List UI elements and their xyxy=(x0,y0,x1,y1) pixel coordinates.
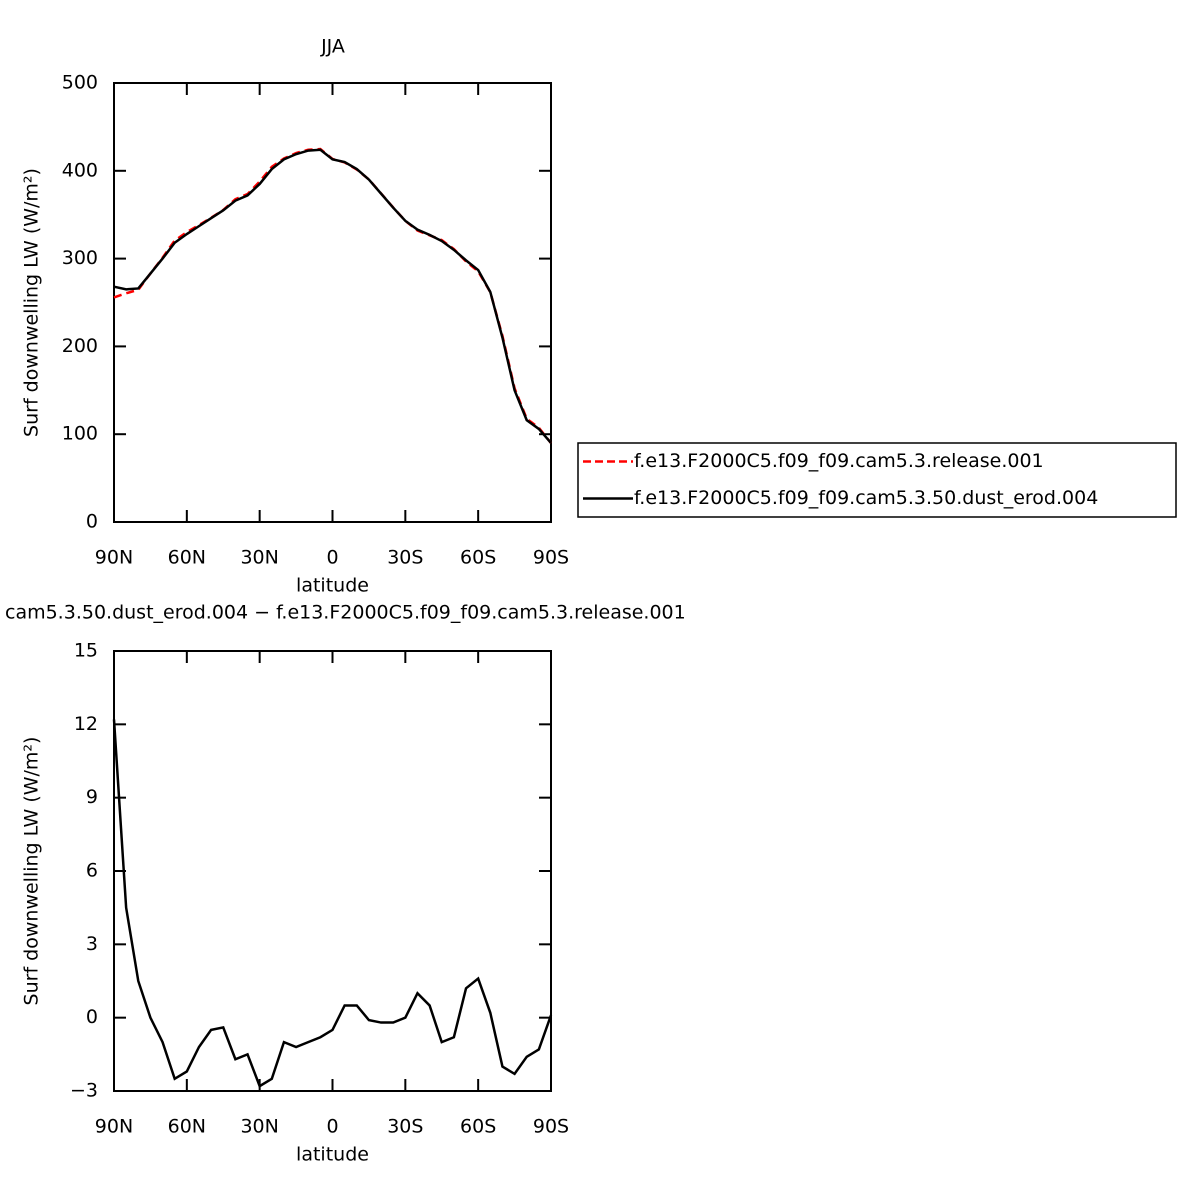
x-tick-label: 30N xyxy=(240,1116,278,1138)
x-tick-label: 60N xyxy=(168,547,206,569)
x-tick-label: 30S xyxy=(387,547,423,569)
y-tick-label: 12 xyxy=(74,713,98,735)
x-tick-label: 60S xyxy=(460,547,496,569)
plot-frame xyxy=(113,82,552,523)
x-tick-label: 30S xyxy=(387,1116,423,1138)
y-tick-label: 500 xyxy=(62,72,98,94)
x-tick-label: 90N xyxy=(95,1116,133,1138)
y-tick-label: 200 xyxy=(62,335,98,357)
x-tick-label: 90S xyxy=(533,1116,569,1138)
legend-label: f.e13.F2000C5.f09_f09.cam5.3.release.001 xyxy=(634,450,1044,472)
y-tick-label: 3 xyxy=(86,933,98,955)
y-tick-label: 100 xyxy=(62,423,98,445)
y-axis-label: Surf downwelling LW (W/m²) xyxy=(21,168,43,437)
x-tick-label: 0 xyxy=(326,1116,338,1138)
data-line xyxy=(112,719,553,1088)
chart-title: cam5.3.50.dust_erod.004 − f.e13.F2000C5.… xyxy=(5,602,686,624)
x-axis-label: latitude xyxy=(296,1144,369,1166)
x-tick-label: 60S xyxy=(460,1116,496,1138)
y-tick-label: −3 xyxy=(70,1080,98,1102)
data-line xyxy=(113,148,552,444)
y-tick-label: 15 xyxy=(74,640,98,662)
x-tick-label: 30N xyxy=(240,547,278,569)
y-tick-label: 400 xyxy=(62,159,98,181)
chart-title: JJA xyxy=(320,36,345,58)
x-tick-label: 0 xyxy=(326,547,338,569)
x-tick-label: 90S xyxy=(533,547,569,569)
plot-frame xyxy=(113,650,552,1092)
x-tick-label: 60N xyxy=(168,1116,206,1138)
legend-label: f.e13.F2000C5.f09_f09.cam5.3.50.dust_ero… xyxy=(634,487,1098,509)
y-axis-label: Surf downwelling LW (W/m²) xyxy=(21,737,43,1006)
x-tick-label: 90N xyxy=(95,547,133,569)
y-tick-label: 300 xyxy=(62,247,98,269)
legend-box xyxy=(577,442,1177,518)
data-line xyxy=(113,147,552,444)
y-tick-label: 6 xyxy=(86,860,98,882)
y-tick-label: 0 xyxy=(86,1006,98,1028)
y-tick-label: 0 xyxy=(86,511,98,533)
y-tick-label: 9 xyxy=(86,786,98,808)
x-axis-label: latitude xyxy=(296,575,369,597)
